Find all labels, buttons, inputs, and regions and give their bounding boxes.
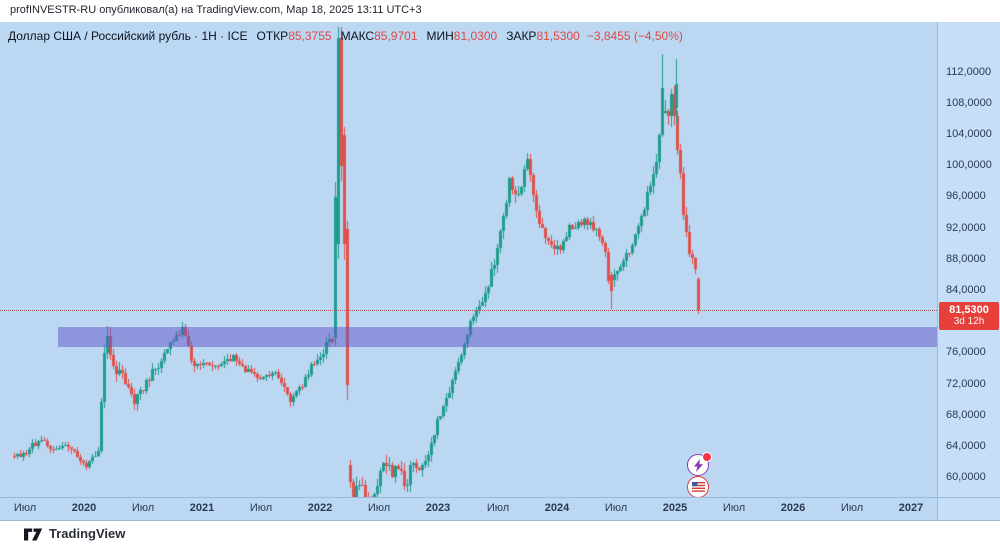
time-tick-label: 2023 bbox=[425, 502, 451, 514]
current-price-line bbox=[0, 310, 937, 311]
price-tick-label: 68,0000 bbox=[946, 409, 986, 421]
support-zone-rectangle[interactable] bbox=[58, 327, 937, 347]
price-tick-label: 60,0000 bbox=[946, 471, 986, 483]
ohlc-value: 85,3755 bbox=[288, 29, 332, 43]
ohlc-label: ЗАКР bbox=[506, 29, 537, 43]
last-price-value: 81,5300 bbox=[949, 304, 989, 316]
price-tick-label: 76,0000 bbox=[946, 346, 986, 358]
notification-dot bbox=[702, 452, 712, 462]
price-tick-label: 88,0000 bbox=[946, 253, 986, 265]
time-tick-label: Июл bbox=[367, 502, 391, 514]
time-tick-label: Июл bbox=[131, 502, 155, 514]
price-tick-label: 108,0000 bbox=[946, 97, 992, 109]
price-tick-label: 92,0000 bbox=[946, 222, 986, 234]
time-tick-label: 2020 bbox=[71, 502, 97, 514]
lightning-icon[interactable] bbox=[687, 452, 712, 476]
time-tick-label: 2024 bbox=[544, 502, 570, 514]
price-tick-label: 104,0000 bbox=[946, 128, 992, 140]
tradingview-logo-text: TradingView bbox=[49, 526, 126, 541]
price-tick-label: 72,0000 bbox=[946, 378, 986, 390]
ohlc-label: МИН bbox=[426, 29, 454, 43]
price-axis[interactable]: RUB 81,5300 3d 12h 112,0000108,0000104,0… bbox=[937, 22, 1000, 520]
time-tick-label: 2021 bbox=[189, 502, 215, 514]
ohlc-value: 81,5300 bbox=[536, 29, 580, 43]
tradingview-logo-icon bbox=[24, 527, 43, 541]
time-tick-label: Июл bbox=[840, 502, 864, 514]
ohlc-value: 81,0300 bbox=[453, 29, 498, 43]
ohlc-label: МАКС bbox=[340, 29, 375, 43]
time-tick-label: Июл bbox=[486, 502, 510, 514]
last-price-label: 81,5300 3d 12h bbox=[939, 302, 999, 330]
price-tick-label: 64,0000 bbox=[946, 440, 986, 452]
time-tick-label: 2026 bbox=[780, 502, 806, 514]
chart-plot-area[interactable]: Доллар США / Российский рубль · 1H · ICE… bbox=[0, 22, 937, 497]
published-byline: profINVESTR-RU опубликовал(а) на Trading… bbox=[10, 4, 422, 16]
ohlc-value: 85,9701 bbox=[374, 29, 418, 43]
tradingview-logo[interactable]: TradingView bbox=[24, 526, 125, 541]
symbol-title: Доллар США / Российский рубль · 1H · ICE bbox=[8, 29, 248, 43]
us-flag-icon[interactable] bbox=[687, 476, 709, 497]
price-tick-label: 84,0000 bbox=[946, 284, 986, 296]
candlestick-plot bbox=[0, 22, 937, 497]
time-tick-label: 2025 bbox=[662, 502, 688, 514]
lightning-bolt-glyph bbox=[693, 458, 703, 472]
price-tick-label: 100,0000 bbox=[946, 159, 992, 171]
us-flag-glyph bbox=[691, 482, 705, 492]
time-tick-label: 2027 bbox=[898, 502, 924, 514]
time-tick-label: 2022 bbox=[307, 502, 333, 514]
change-readout: −3,8455 (−4,50%) bbox=[586, 29, 683, 43]
ohlc-readout: ОТКР85,3755 МАКС85,9701 МИН81,0300 ЗАКР81,5… bbox=[248, 29, 580, 43]
footer: TradingView bbox=[0, 521, 1000, 548]
time-axis[interactable]: Июл 2020 Июл 2021 Июл 2022 Июл 2023 Июл 2024 Июл 20… bbox=[0, 497, 1000, 521]
chart-widget: Доллар США / Российский рубль · 1H · ICE… bbox=[0, 22, 1000, 521]
symbol-info-bar: Доллар США / Российский рубль · 1H · ICE… bbox=[8, 29, 683, 43]
time-tick-label: Июл bbox=[13, 502, 37, 514]
bar-countdown: 3d 12h bbox=[953, 316, 985, 327]
time-tick-label: Июл bbox=[604, 502, 628, 514]
price-tick-label: 112,0000 bbox=[946, 66, 992, 78]
time-tick-label: Июл bbox=[722, 502, 746, 514]
price-tick-label: 96,0000 bbox=[946, 190, 986, 202]
time-tick-label: Июл bbox=[249, 502, 273, 514]
ohlc-label: ОТКР bbox=[256, 29, 289, 43]
